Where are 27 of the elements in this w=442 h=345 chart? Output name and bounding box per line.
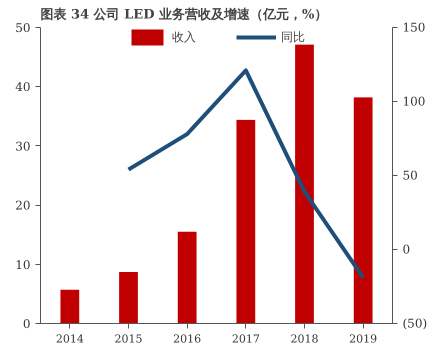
- line-series: [126, 68, 366, 280]
- x-tick-label: 2017: [232, 332, 260, 345]
- y-tick-label: 0: [22, 317, 31, 331]
- bar: [236, 120, 256, 324]
- chart-title: 图表 34 公司 LED 业务营收及增速（亿元，%）: [40, 6, 328, 22]
- y-tick-label: 20: [15, 198, 31, 213]
- y2-tick-label: 100: [402, 94, 426, 108]
- x-tick-label: 2014: [56, 332, 84, 345]
- legend-label: 同比: [281, 28, 305, 46]
- bar: [295, 44, 314, 324]
- y-tick-label: 10: [15, 258, 31, 272]
- y2-tick-label: 0: [402, 242, 410, 256]
- x-tick-label: 2019: [349, 332, 378, 345]
- bar: [60, 290, 80, 324]
- y-tick-label: 50: [15, 21, 31, 35]
- legend-label: 收入: [172, 28, 196, 46]
- y-tick-label: 40: [15, 80, 31, 94]
- x-tick-label: 2015: [114, 332, 143, 345]
- bar: [178, 232, 197, 324]
- x-tick-label: 2018: [290, 332, 319, 345]
- bar: [354, 97, 373, 324]
- y2-tick-label: 50: [402, 168, 418, 182]
- x-tick-label: 2016: [173, 332, 202, 345]
- y2-tick-label: 150: [402, 20, 426, 34]
- bar: [119, 272, 138, 324]
- y-tick-label: 30: [15, 139, 31, 154]
- y2-tick-label: (50): [402, 316, 428, 330]
